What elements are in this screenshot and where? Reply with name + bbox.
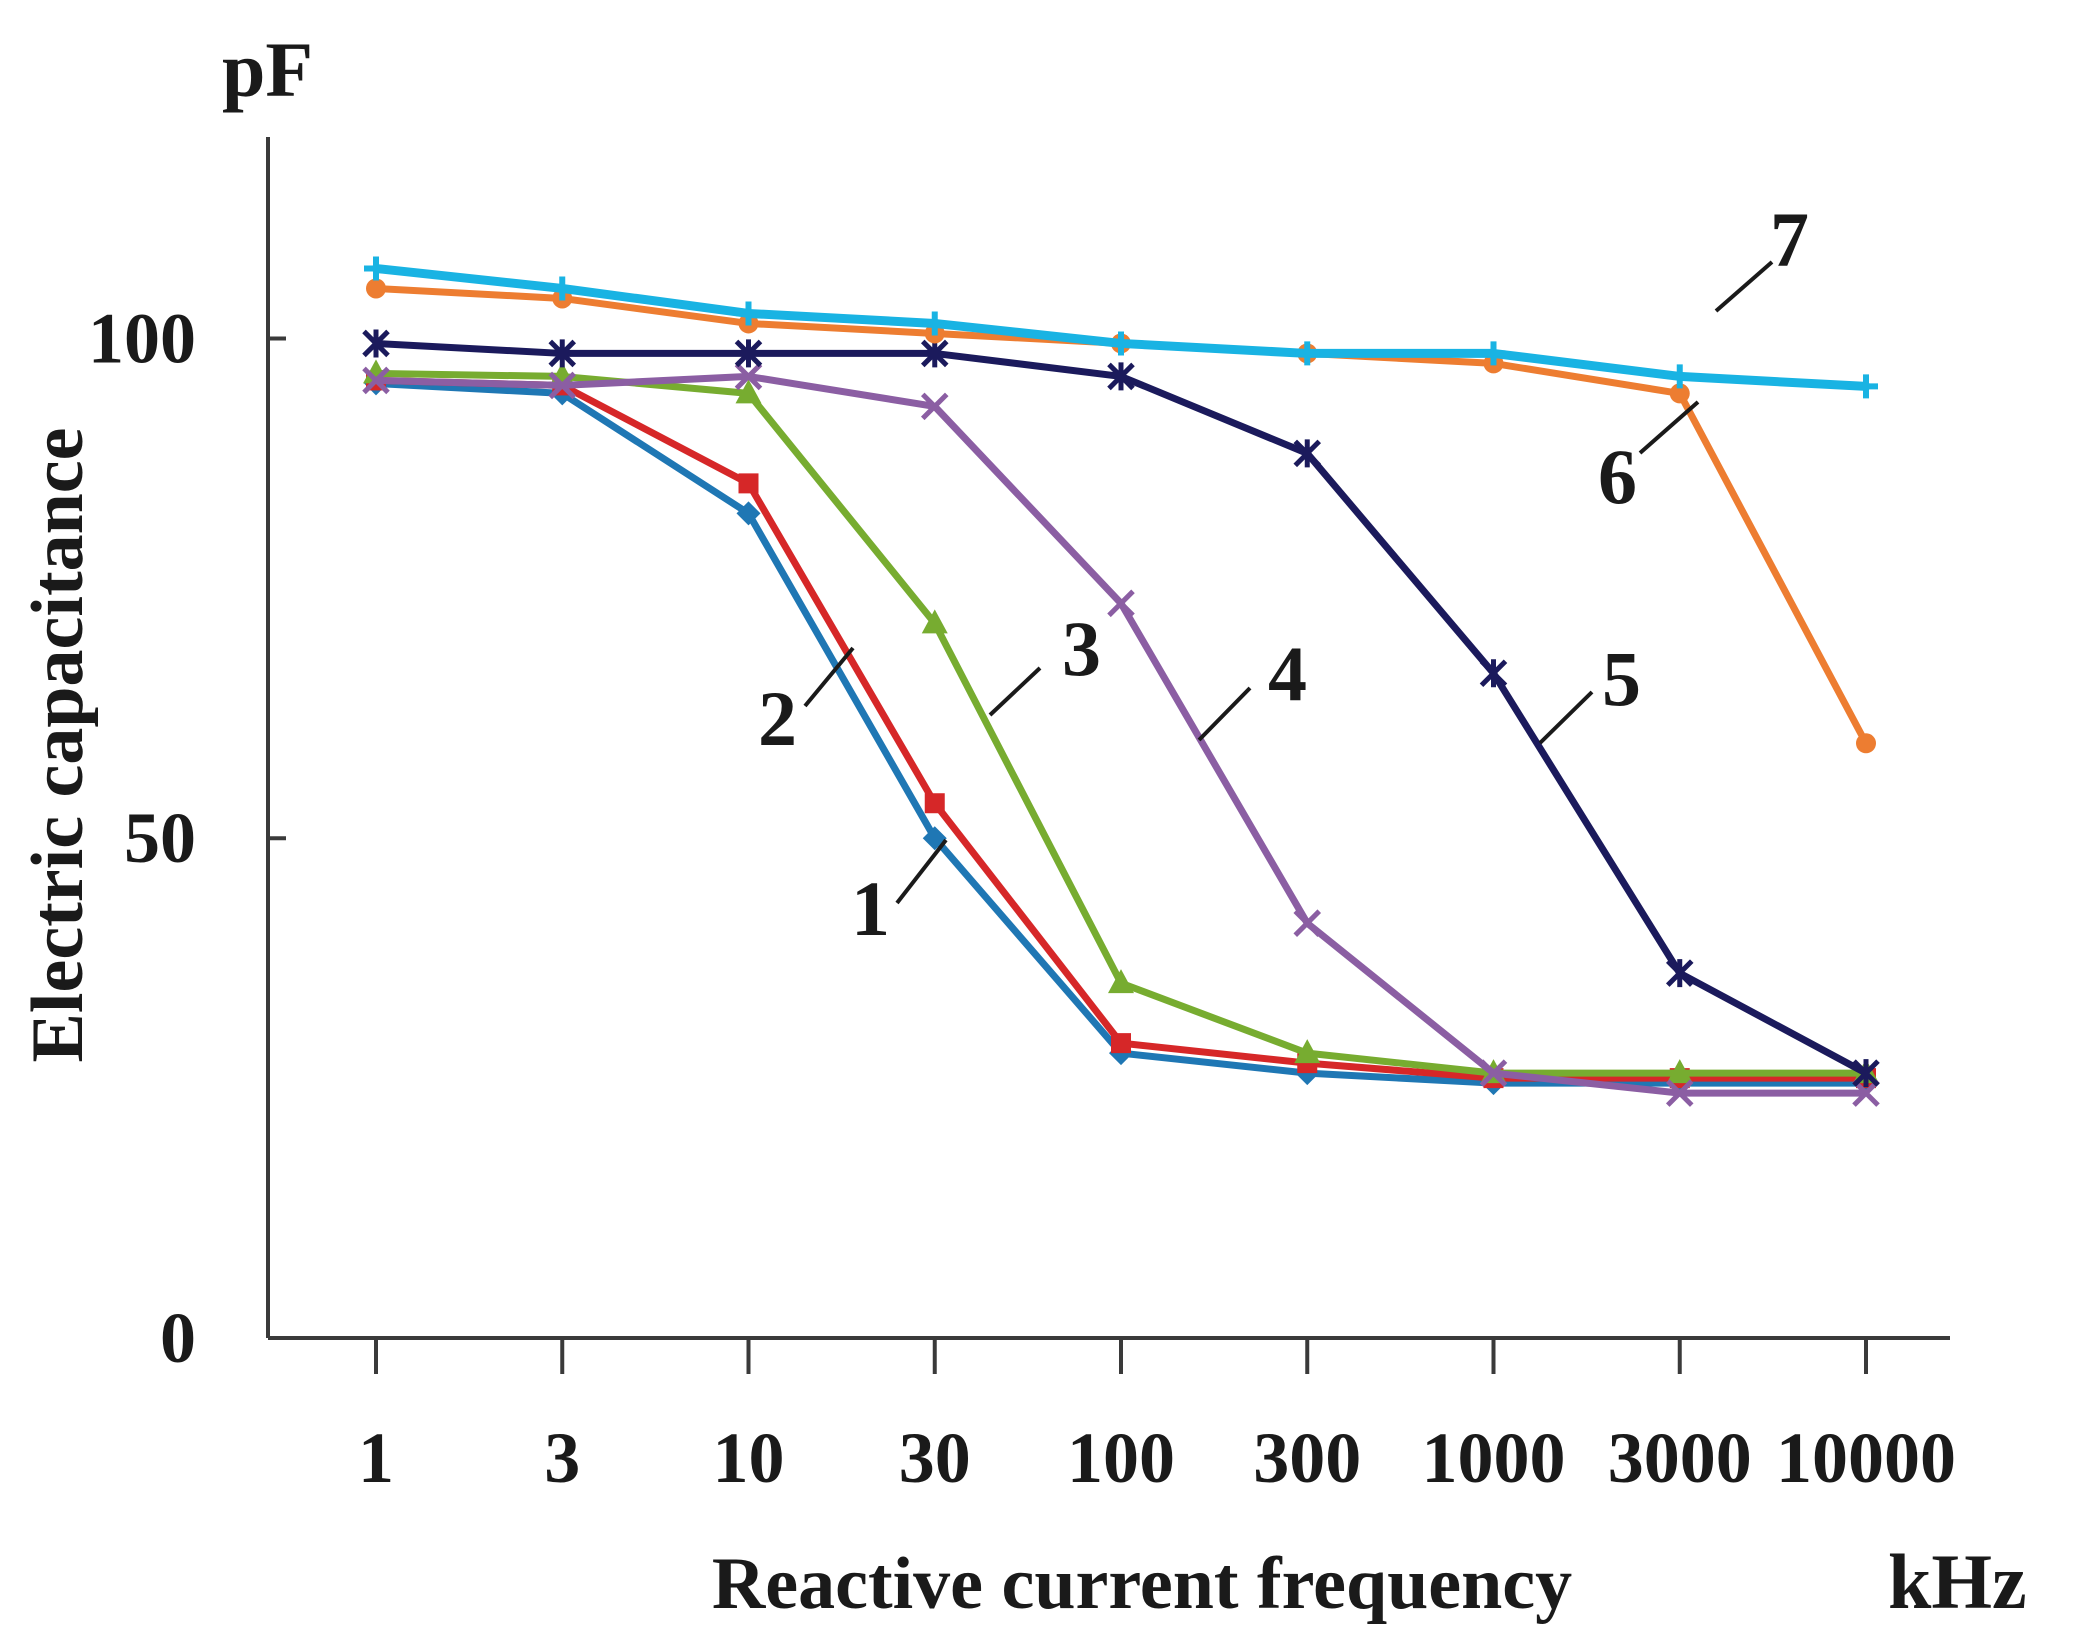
leader-4 — [1197, 686, 1252, 742]
marker-s4-10 — [734, 362, 763, 391]
marker-s7-30 — [922, 311, 947, 336]
marker-s3-300 — [1294, 1039, 1321, 1064]
x-tick-label-30: 30 — [899, 1418, 971, 1498]
x-tick-label-100: 100 — [1067, 1418, 1175, 1498]
marker-s4-1 — [362, 366, 390, 395]
marker-s7-100 — [1109, 331, 1133, 356]
y-tick-label-0: 0 — [160, 1298, 196, 1378]
series-7 — [364, 256, 1878, 399]
series-3 — [363, 359, 1879, 1084]
marker-s3-30 — [921, 609, 948, 634]
x-tick-label-10: 10 — [713, 1418, 785, 1498]
curve-label-3: 3 — [1062, 605, 1101, 692]
marker-s7-3 — [550, 276, 575, 301]
marker-s7-1000 — [1481, 341, 1506, 366]
marker-s4-100 — [1107, 589, 1135, 618]
y-tick-label-50: 50 — [124, 798, 196, 878]
x-axis-title: Reactive current frequency — [712, 1543, 1572, 1625]
x-tick-label-3: 3 — [544, 1418, 580, 1498]
series-5 — [362, 329, 1880, 1088]
x-ticks: 1 3 10 30 100 300 1000 3000 10000 — [358, 1338, 1956, 1498]
series-4 — [362, 362, 1880, 1107]
leader-7 — [1714, 260, 1774, 313]
marker-s5-10000 — [1852, 1059, 1880, 1088]
curve-label-leaders — [803, 260, 1774, 905]
marker-s6-10000 — [1856, 733, 1876, 754]
leader-1 — [895, 838, 948, 905]
marker-s7-10 — [736, 301, 761, 326]
curve-label-5: 5 — [1602, 635, 1641, 722]
series-line-3 — [372, 369, 1870, 1077]
marker-s2-100 — [1111, 1033, 1131, 1054]
marker-s2-30 — [924, 793, 945, 814]
leader-2 — [803, 646, 855, 708]
x-tick-label-1000: 1000 — [1422, 1418, 1566, 1498]
marker-s6-1 — [366, 278, 386, 299]
series-layer — [362, 256, 1880, 1107]
marker-s7-10000 — [1854, 374, 1878, 399]
y-ticks: 0 50 100 — [88, 298, 286, 1378]
x-tick-label-1: 1 — [358, 1418, 394, 1498]
y-tick-label-100: 100 — [88, 298, 196, 378]
leader-5 — [1538, 690, 1594, 745]
x-tick-label-300: 300 — [1253, 1418, 1361, 1498]
marker-s5-1000 — [1479, 659, 1508, 688]
marker-s5-10 — [734, 339, 763, 368]
marker-s7-300 — [1295, 341, 1320, 366]
marker-s5-3000 — [1665, 959, 1694, 988]
curve-label-6: 6 — [1598, 433, 1637, 520]
curve-label-4: 4 — [1268, 630, 1307, 717]
marker-s4-3000 — [1665, 1079, 1694, 1107]
marker-s2-10 — [738, 473, 759, 494]
leader-3 — [988, 666, 1042, 717]
marker-s4-3 — [548, 371, 577, 400]
marker-s3-100 — [1108, 969, 1134, 994]
marker-s4-30 — [920, 392, 949, 421]
marker-s3-3000 — [1666, 1059, 1693, 1084]
curve-labels: 1 2 3 4 5 6 7 — [758, 196, 1809, 952]
marker-s4-10000 — [1852, 1079, 1880, 1107]
leader-6 — [1638, 400, 1700, 455]
x-tick-label-10000: 10000 — [1776, 1418, 1956, 1498]
marker-s5-3 — [548, 339, 577, 368]
x-unit-label: kHz — [1888, 1538, 2027, 1625]
marker-s3-10 — [735, 379, 762, 404]
x-tick-label-3000: 3000 — [1608, 1418, 1752, 1498]
marker-s7-3000 — [1667, 364, 1692, 389]
marker-s1-10 — [736, 501, 761, 526]
marker-s5-30 — [920, 339, 949, 368]
y-unit-label: pF — [222, 26, 313, 113]
curve-label-7: 7 — [1770, 196, 1809, 283]
marker-s6-3000 — [1669, 383, 1690, 404]
marker-s5-100 — [1107, 362, 1135, 391]
marker-s4-1000 — [1479, 1059, 1508, 1087]
curve-label-1: 1 — [851, 865, 890, 952]
marker-s7-1 — [364, 256, 388, 281]
y-axis-title: Electric capacitance — [17, 428, 99, 1063]
marker-s4-300 — [1293, 909, 1322, 937]
axes — [266, 137, 1950, 1340]
marker-s5-1 — [362, 329, 390, 358]
curve-label-2: 2 — [758, 675, 797, 762]
marker-s5-300 — [1293, 439, 1322, 468]
